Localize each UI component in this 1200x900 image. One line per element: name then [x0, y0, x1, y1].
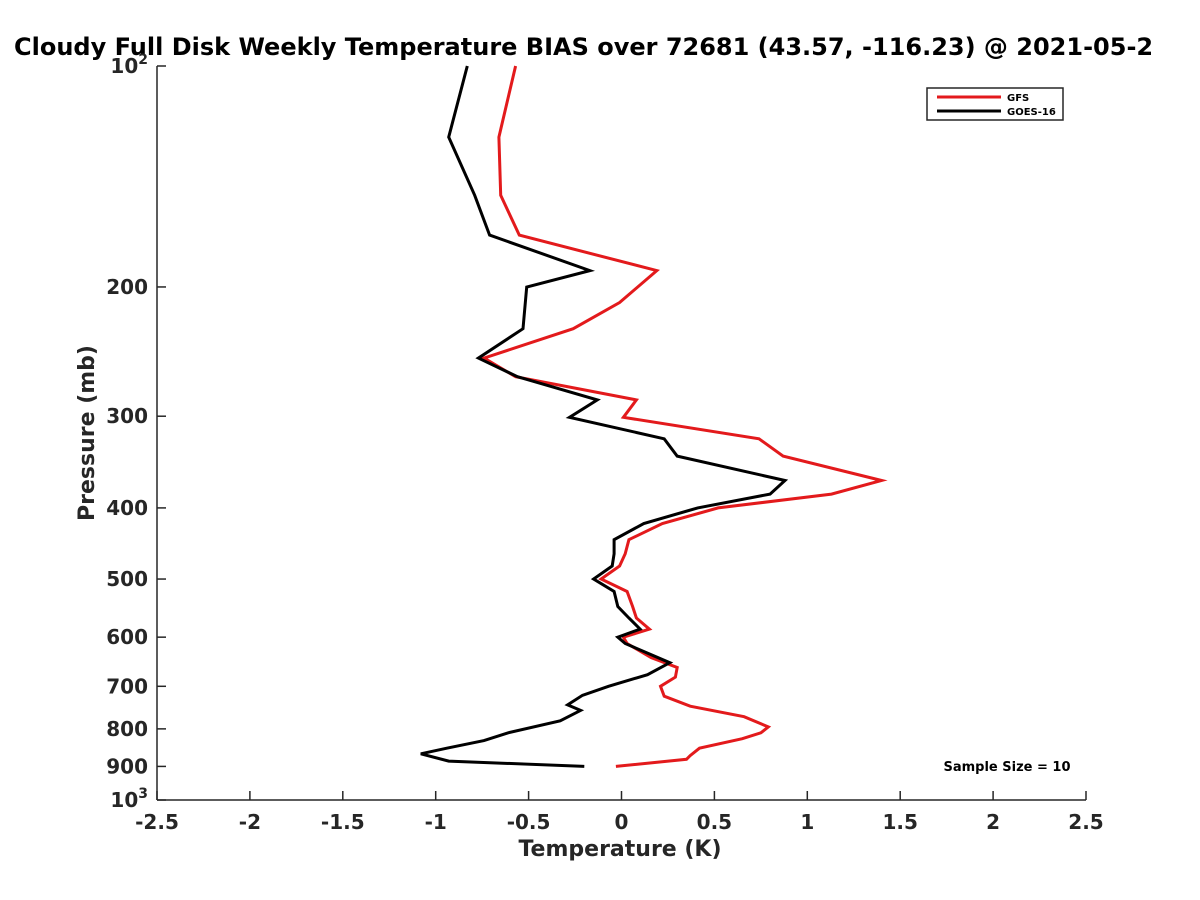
y-tick-label: 800	[106, 717, 148, 741]
legend-label: GOES-16	[1007, 107, 1056, 118]
series-line-gfs	[480, 65, 888, 768]
x-tick-label: -2	[239, 810, 261, 834]
y-tick-label: 103	[110, 786, 148, 812]
x-tick-label: -0.5	[507, 810, 551, 834]
chart-title: Cloudy Full Disk Weekly Temperature BIAS…	[14, 33, 1153, 61]
y-axis-label: Pressure (mb)	[75, 345, 100, 521]
x-tick-label: 0	[615, 810, 629, 834]
x-tick-label: -1.5	[321, 810, 365, 834]
x-tick-label: 0.5	[697, 810, 732, 834]
y-tick-label: 700	[106, 674, 148, 698]
y-tick-label: 900	[106, 754, 148, 778]
x-tick-label: 1	[800, 810, 814, 834]
y-tick-label: 400	[106, 496, 148, 520]
x-tick-label: -2.5	[135, 810, 179, 834]
axes: -2.5 -2 -1.5 -1 -0.5 0 0.5 1 1.5 2 2.5 102 200 300 400…	[106, 52, 1103, 834]
series-group	[420, 65, 888, 768]
x-axis-label: Temperature (K)	[518, 837, 721, 862]
x-tick-label: 2	[986, 810, 1000, 834]
y-tick-label: 300	[106, 404, 148, 428]
legend-box	[926, 87, 1064, 121]
x-tick-label: 2.5	[1068, 810, 1103, 834]
x-tick-label: 1.5	[882, 810, 917, 834]
x-tick-label: -1	[425, 810, 447, 834]
y-tick-label: 200	[106, 275, 148, 299]
sample-size-annotation: Sample Size = 10	[943, 760, 1070, 775]
y-tick-label: 600	[106, 625, 148, 649]
series-line-goes-16	[420, 65, 789, 768]
y-tick-label: 500	[106, 567, 148, 591]
legend-label: GFS	[1007, 93, 1029, 104]
legend: GFS GOES-16	[926, 87, 1064, 121]
y-tick-label: 102	[110, 52, 148, 78]
